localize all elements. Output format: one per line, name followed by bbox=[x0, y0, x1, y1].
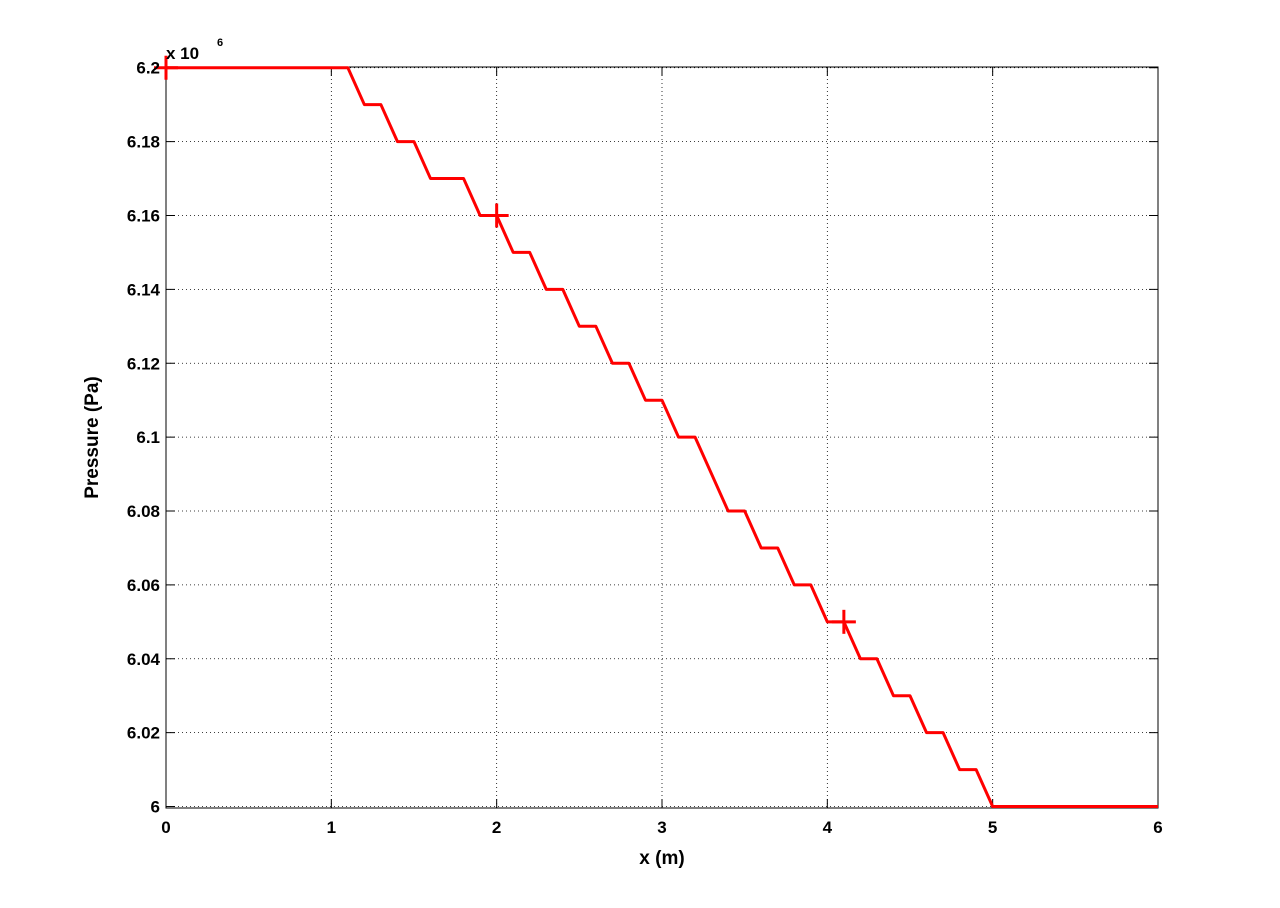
y-tick-label: 6.2 bbox=[136, 59, 160, 78]
y-tick-label: 6.02 bbox=[127, 724, 160, 743]
axis-ticks bbox=[165, 67, 1159, 808]
y-tick-label: 6.12 bbox=[127, 354, 160, 373]
y-axis-label: Pressure (Pa) bbox=[82, 376, 103, 499]
y-tick-label: 6.16 bbox=[127, 206, 160, 225]
plus-marker bbox=[831, 609, 856, 634]
y-tick-label: 6.06 bbox=[127, 576, 160, 595]
x-tick-label: 1 bbox=[327, 818, 336, 837]
tick-labels: 0 1 2 3 4 5 6 6 6.02 6.04 6.06 6.08 6.1 6.12 6.14 6.16 6… bbox=[127, 59, 1163, 837]
y-tick-label: 6.08 bbox=[127, 502, 160, 521]
x-tick-label: 6 bbox=[1153, 818, 1162, 837]
plus-marker bbox=[154, 55, 178, 80]
y-tick-label: 6.14 bbox=[127, 280, 161, 299]
x-tick-label: 4 bbox=[823, 818, 833, 837]
y-axis-multiplier: x 10 bbox=[166, 44, 199, 63]
marker-layer bbox=[154, 55, 856, 634]
x-axis-label: x (m) bbox=[639, 848, 684, 869]
x-tick-label: 3 bbox=[657, 818, 666, 837]
series-layer bbox=[166, 66, 1158, 809]
y-tick-label: 6.04 bbox=[127, 650, 161, 669]
x-tick-label: 2 bbox=[492, 818, 501, 837]
y-tick-label: 6 bbox=[151, 798, 160, 817]
y-tick-label: 6.1 bbox=[136, 428, 160, 447]
x-tick-label: 5 bbox=[988, 818, 997, 837]
y-tick-label: 6.18 bbox=[127, 133, 160, 152]
plus-marker bbox=[484, 203, 509, 228]
y-axis-multiplier-exponent: 6 bbox=[217, 37, 223, 49]
series-line bbox=[166, 66, 1158, 809]
x-tick-label: 0 bbox=[161, 818, 170, 837]
